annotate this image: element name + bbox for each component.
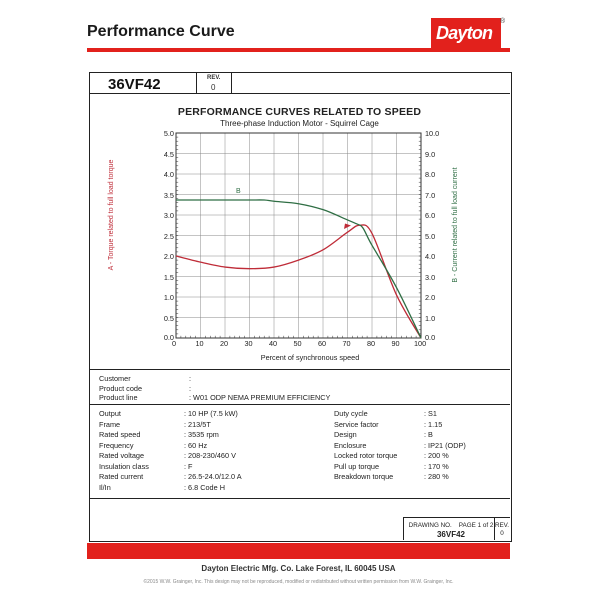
svg-text:B: B xyxy=(236,188,241,195)
